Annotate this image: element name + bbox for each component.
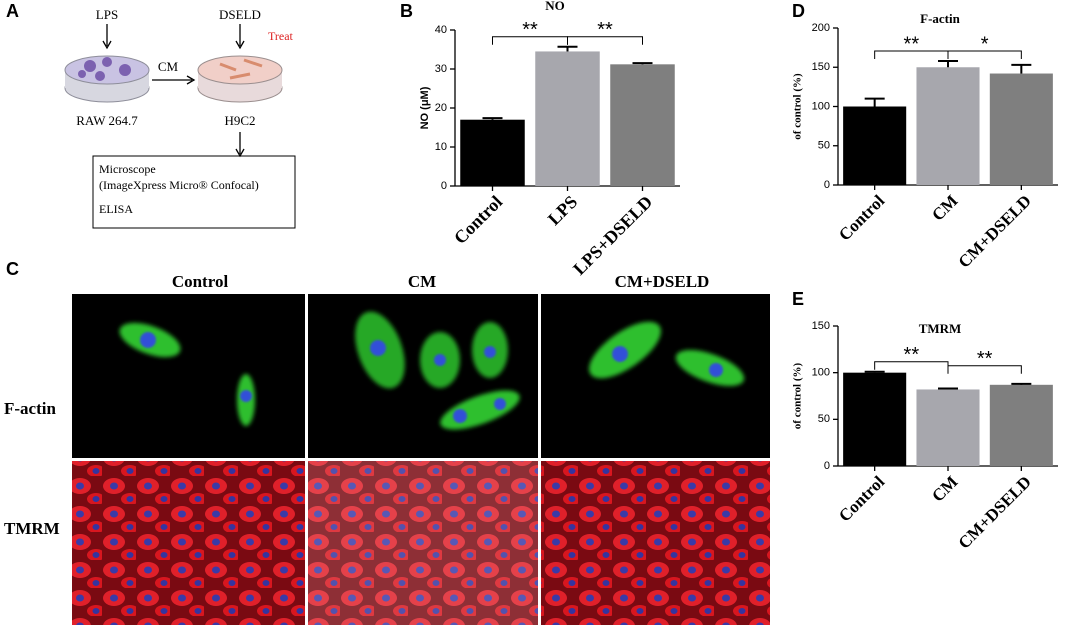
chart-title: NO [545, 0, 565, 13]
bar [535, 51, 600, 187]
y-axis-label: NO (μM) [419, 86, 431, 129]
x-tick-label: LPS [544, 192, 581, 229]
chart-title: TMRM [919, 321, 962, 336]
y-tick-label: 150 [812, 61, 830, 73]
column-label: Control [172, 272, 229, 291]
bar [916, 389, 980, 466]
y-tick-label: 100 [812, 100, 830, 112]
y-tick-label: 150 [812, 320, 830, 332]
significance-label: ** [522, 19, 538, 41]
label: Treat [268, 29, 294, 43]
image [541, 461, 770, 625]
y-axis-label: of control (%) [792, 73, 804, 140]
panel-label: C [6, 259, 19, 279]
significance-bracket [567, 36, 643, 45]
y-tick-label: 0 [824, 460, 830, 472]
significance-label: ** [904, 33, 920, 55]
y-tick-label: 40 [435, 24, 447, 36]
chart-title: F-actin [920, 11, 960, 26]
row-label: TMRM [4, 519, 60, 538]
panel-label: B [400, 1, 413, 21]
bar [460, 119, 525, 186]
column-label: CM [408, 272, 436, 291]
bar [610, 64, 675, 186]
y-tick-label: 50 [818, 140, 830, 152]
x-tick-label: CM+DSELD [955, 472, 1035, 552]
column-label: CM+DSELD [615, 272, 710, 291]
panel-label: E [792, 289, 804, 309]
cells [219, 58, 263, 80]
significance-label: ** [977, 348, 993, 370]
image [72, 294, 305, 458]
schematic: LPS CM DSELD Treat RAW 264.7 H9C2 Micros… [64, 7, 296, 229]
y-tick-label: 50 [818, 413, 830, 425]
bar [843, 106, 907, 185]
y-tick-label: 0 [441, 180, 447, 192]
x-tick-label: Control [835, 472, 888, 525]
label: DSELD [219, 7, 261, 22]
nuclei [140, 332, 723, 423]
arrow-head [235, 40, 245, 50]
x-tick-label: CM [928, 472, 961, 505]
y-tick-label: 10 [435, 141, 447, 153]
y-tick-label: 20 [435, 102, 447, 114]
bar [989, 384, 1053, 466]
panel-label: A [6, 1, 19, 21]
significance-label: ** [904, 344, 920, 366]
image [72, 461, 305, 625]
micrographs: Control CM CM+DSELD F-actin TMRM [4, 272, 770, 625]
image [308, 294, 538, 458]
box-text: Microscope [99, 162, 156, 176]
significance-bracket [947, 50, 1022, 59]
image [308, 461, 538, 625]
significance-label: * [981, 33, 989, 55]
x-tick-label: Control [450, 192, 506, 248]
x-tick-label: CM+DSELD [955, 191, 1035, 271]
y-tick-label: 100 [812, 367, 830, 379]
box-text: (ImageXpress Micro® Confocal) [99, 178, 259, 192]
x-tick-label: CM [928, 191, 961, 224]
bar [916, 67, 980, 185]
box-text: ELISA [99, 202, 133, 216]
panel-label: D [792, 1, 805, 21]
bar [989, 73, 1053, 185]
significance-label: ** [597, 19, 613, 41]
label: RAW 264.7 [76, 113, 138, 128]
y-tick-label: 0 [824, 179, 830, 191]
label: LPS [96, 7, 118, 22]
y-tick-label: 30 [435, 63, 447, 75]
cells [78, 57, 131, 81]
x-tick-label: Control [835, 191, 888, 244]
significance-bracket [947, 365, 1022, 374]
dish [197, 55, 283, 85]
arrow-head [186, 75, 196, 85]
arrow-head [102, 40, 112, 50]
label: CM [158, 59, 179, 74]
y-tick-label: 200 [812, 22, 830, 34]
y-axis-label: of control (%) [792, 362, 804, 429]
x-tick-label: LPS+DSELD [569, 192, 656, 279]
row-label: F-actin [4, 399, 56, 418]
box [92, 155, 296, 229]
label: H9C2 [224, 113, 255, 128]
bar [843, 372, 907, 466]
